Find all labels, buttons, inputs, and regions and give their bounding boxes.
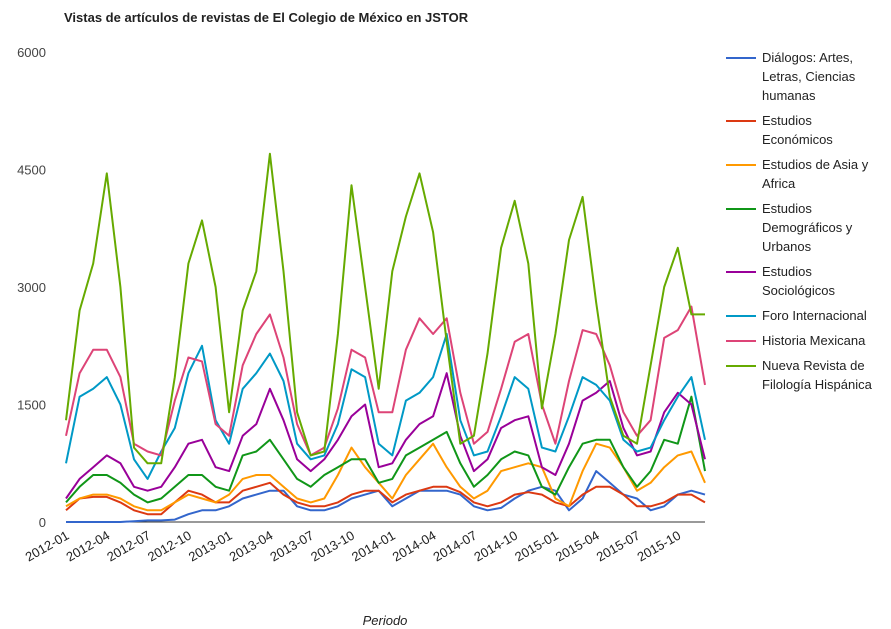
series-line-8 [65,152,705,465]
x-tick-label: 2012-10 [145,528,194,565]
legend-label: Estudios [762,264,812,279]
x-tick-label: 2014-07 [431,528,480,565]
legend-label: Letras, Ciencias [762,69,856,84]
legend-label: Filología Hispánica [762,377,873,392]
x-tick-label: 2014-10 [471,528,520,565]
x-tick-label: 2013-10 [308,528,357,565]
legend-label: Sociológicos [762,283,835,298]
x-tick-label: 2012-01 [23,528,72,565]
y-tick-label: 0 [39,515,46,530]
x-tick-label: 2014-01 [349,528,398,565]
x-tick-label: 2013-04 [227,528,276,565]
legend-label: Estudios [762,113,812,128]
x-tick-label: 2013-01 [186,528,235,565]
legend-item: Nueva Revista de Filología Hispánica [726,358,873,392]
legend-item: Estudios Sociológicos [726,264,835,298]
legend-label: Estudios [762,201,812,216]
x-tick-label: 2014-04 [390,528,439,565]
legend-label: Estudios de Asia y [762,157,869,172]
y-tick-label: 1500 [17,398,46,413]
legend-label: Urbanos [762,239,812,254]
y-tick-label: 4500 [17,163,46,178]
y-tick-label: 6000 [17,45,46,60]
series-line-5 [65,372,706,500]
legend-label: Historia Mexicana [762,333,866,348]
legend-item: Estudios Económicos [726,113,833,147]
x-axis-label: Periodo [363,613,408,628]
series-line-1 [66,470,706,523]
x-tick-label: 2015-07 [594,528,643,565]
x-tick-label: 2015-04 [553,528,602,565]
legend-label: Africa [762,176,796,191]
chart-title: Vistas de artículos de revistas de El Co… [64,10,469,25]
series-line-7 [65,305,706,457]
legend-item: Diálogos: Artes, Letras, Ciencias humanas [726,50,856,103]
x-tick-label: 2012-04 [63,528,112,565]
legend-label: Económicos [762,132,833,147]
legend-item: Estudios Demográficos y Urbanos [726,201,853,254]
x-tick-label: 2015-01 [512,528,561,565]
legend-item: Foro Internacional [726,308,867,323]
y-tick-label: 3000 [17,280,46,295]
series-lines [65,152,706,523]
legend-label: humanas [762,88,816,103]
legend-label: Foro Internacional [762,308,867,323]
legend-item: Historia Mexicana [726,333,866,348]
legend-label: Nueva Revista de [762,358,865,373]
x-tick-label: 2012-07 [104,528,153,565]
legend-item: Estudios de Asia y Africa [726,157,869,191]
series-line-4 [65,395,706,504]
x-tick-label: 2015-10 [634,528,683,565]
series-line-3 [65,442,706,512]
legend: Diálogos: Artes, Letras, Ciencias humanas E… [726,50,873,392]
legend-label: Demográficos y [762,220,853,235]
x-tick-label: 2013-07 [267,528,316,565]
legend-label: Diálogos: Artes, [762,50,853,65]
series-line-6 [65,333,706,480]
